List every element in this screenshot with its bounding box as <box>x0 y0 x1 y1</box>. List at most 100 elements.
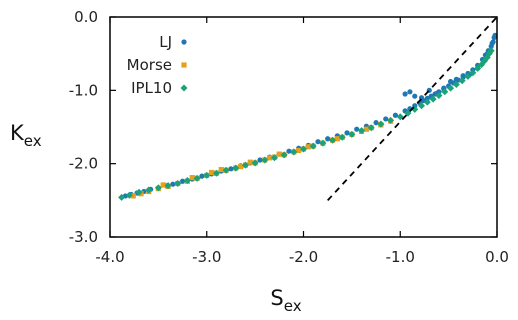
data-point-lj <box>179 178 186 184</box>
data-point-lj <box>170 181 176 187</box>
data-point-ipl10 <box>319 139 327 147</box>
data-point-ipl10 <box>174 179 182 187</box>
data-point-ipl10 <box>309 142 317 150</box>
x-axis-label-main: S <box>270 286 283 310</box>
data-point-lj <box>407 89 413 95</box>
legend: LJ Morse IPL10 <box>127 33 188 97</box>
data-point-ipl10 <box>212 169 220 177</box>
x-tick-label: -3.0 <box>192 248 221 266</box>
data-point-morse <box>267 155 273 161</box>
data-point-ipl10 <box>118 193 126 201</box>
data-point-ipl10 <box>423 98 431 106</box>
data-point-morse <box>130 193 136 199</box>
data-point-morse <box>208 169 215 176</box>
data-point-morse <box>296 147 302 154</box>
data-point-ipl10 <box>222 166 230 174</box>
data-point-lj <box>373 120 379 126</box>
data-point-ipl10 <box>447 84 455 92</box>
data-point-ipl10 <box>290 148 298 156</box>
reference-line-layer <box>327 16 498 201</box>
data-point-morse <box>247 159 253 165</box>
y-tick-label: -1.0 <box>69 81 98 99</box>
data-point-lj <box>325 136 331 142</box>
data-point-ipl10 <box>203 171 211 179</box>
data-point-lj <box>383 116 389 122</box>
data-point-ipl10 <box>387 116 395 124</box>
y-axis-label: Kex <box>10 121 42 150</box>
data-point-lj <box>460 73 466 79</box>
data-point-ipl10 <box>358 127 366 135</box>
y-axis-label-main: K <box>10 121 25 145</box>
x-tick-label: -2.0 <box>289 248 318 266</box>
data-point-ipl10 <box>464 72 472 80</box>
data-point-morse <box>160 182 166 188</box>
data-point-ipl10 <box>193 174 201 182</box>
data-point-morse <box>218 166 224 173</box>
data-point-ipl10 <box>441 88 449 96</box>
axis-ticks: -4.0 -3.0 -2.0 -1.0 0.0 0.0 -1.0 -2.0 -3.0 <box>69 8 509 266</box>
data-point-lj <box>453 76 459 82</box>
data-point-ipl10 <box>458 77 466 85</box>
data-point-ipl10 <box>241 161 249 169</box>
data-point-lj <box>199 173 205 179</box>
legend-marker-lj <box>181 39 187 45</box>
data-point-lj <box>286 148 292 154</box>
x-tick-label: -4.0 <box>95 248 124 266</box>
data-point-ipl10 <box>418 102 426 110</box>
x-tick-label: 0.0 <box>485 248 509 266</box>
data-point-ipl10 <box>164 182 172 190</box>
reference-line <box>327 16 498 201</box>
legend-marker-morse <box>181 62 187 68</box>
data-point-lj <box>257 157 263 163</box>
data-point-ipl10 <box>348 130 356 138</box>
data-point-lj <box>489 40 495 47</box>
data-point-lj <box>412 93 418 99</box>
x-tick-label: -1.0 <box>386 248 415 266</box>
data-point-ipl10 <box>280 151 288 159</box>
data-point-morse <box>363 126 369 132</box>
x-axis-label-sub: ex <box>284 297 302 315</box>
data-point-lj <box>354 126 360 132</box>
legend-label-lj: LJ <box>159 33 172 51</box>
data-point-ipl10 <box>125 191 133 199</box>
data-point-ipl10 <box>487 47 495 55</box>
data-point-ipl10 <box>270 154 278 162</box>
data-point-lj <box>392 112 399 118</box>
data-point-ipl10 <box>299 145 308 153</box>
data-point-ipl10 <box>183 177 191 185</box>
data-point-lj <box>344 130 350 136</box>
data-point-lj <box>402 91 408 97</box>
data-point-ipl10 <box>474 64 482 72</box>
data-point-ipl10 <box>367 124 375 132</box>
legend-label-ipl10: IPL10 <box>131 79 172 97</box>
data-point-morse <box>305 144 311 150</box>
data-point-ipl10 <box>145 186 153 194</box>
data-point-morse <box>276 151 282 157</box>
data-point-ipl10 <box>251 159 259 167</box>
data-point-morse <box>334 136 340 142</box>
data-point-ipl10 <box>429 95 437 103</box>
data-point-morse <box>189 175 195 181</box>
y-tick-label: 0.0 <box>74 8 98 26</box>
data-point-lj <box>447 78 454 85</box>
data-point-morse <box>238 164 244 170</box>
y-axis-label-sub: ex <box>24 132 42 150</box>
data-point-ipl10 <box>232 164 240 172</box>
data-point-ipl10 <box>329 136 337 144</box>
data-point-ipl10 <box>338 133 346 141</box>
data-points <box>118 32 498 201</box>
legend-marker-ipl10 <box>180 84 188 92</box>
data-point-ipl10 <box>469 69 477 77</box>
data-point-ipl10 <box>396 113 404 121</box>
data-point-ipl10 <box>261 156 269 164</box>
data-point-ipl10 <box>154 184 162 192</box>
x-axis-label: Sex <box>270 286 301 315</box>
data-point-lj <box>315 139 321 145</box>
data-point-ipl10 <box>377 120 385 128</box>
data-point-lj <box>424 95 430 101</box>
data-point-lj <box>228 166 234 172</box>
data-point-ipl10 <box>135 188 143 196</box>
data-point-ipl10 <box>404 109 412 117</box>
data-point-ipl10 <box>452 80 460 88</box>
